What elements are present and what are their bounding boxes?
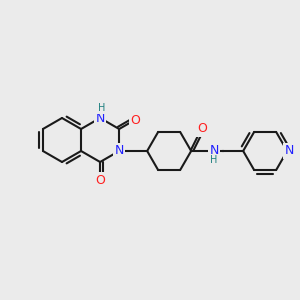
Text: O: O xyxy=(197,122,207,136)
Text: O: O xyxy=(130,113,140,127)
Text: H: H xyxy=(211,155,218,165)
Text: N: N xyxy=(115,145,124,158)
Text: N: N xyxy=(95,112,105,124)
Text: N: N xyxy=(284,145,294,158)
Text: H: H xyxy=(98,103,106,113)
Text: N: N xyxy=(209,145,219,158)
Text: O: O xyxy=(95,173,105,187)
